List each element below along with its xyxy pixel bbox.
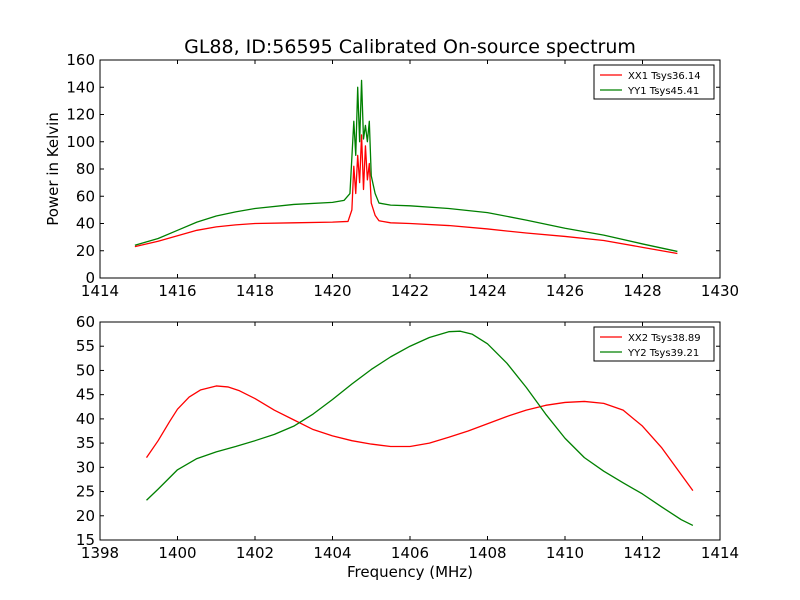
top-y-tick-label: 80 bbox=[76, 160, 95, 178]
top-legend: XX1 Tsys36.14 YY1 Tsys45.41 bbox=[593, 64, 715, 100]
y-axis-label: Power in Kelvin bbox=[44, 112, 62, 226]
top-series-line-1 bbox=[134, 134, 678, 255]
bottom-y-tick-label: 25 bbox=[76, 483, 95, 501]
bottom-x-tick-label: 1398 bbox=[81, 544, 119, 562]
bottom-legend-box bbox=[593, 326, 715, 362]
bottom-y-tick-label: 15 bbox=[76, 531, 95, 549]
bottom-x-tick-label: 1402 bbox=[236, 544, 274, 562]
top-x-tick-label: 1424 bbox=[468, 282, 506, 300]
bottom-x-tick-label: 1406 bbox=[391, 544, 429, 562]
top-x-tick-label: 1426 bbox=[546, 282, 584, 300]
top-x-tick-label: 1416 bbox=[158, 282, 196, 300]
top-y-tick-label: 120 bbox=[66, 106, 95, 124]
bottom-y-tick-label: 60 bbox=[76, 313, 95, 331]
top-spectrum-panel: 1414 1416 1418 1420 1422 1424 1426 1428 1430 0 20 4… bbox=[66, 51, 739, 300]
x-axis-label: Frequency (MHz) bbox=[347, 563, 473, 581]
bottom-y-tick-label: 30 bbox=[76, 458, 95, 476]
bottom-y-tick-label: 45 bbox=[76, 386, 95, 404]
top-legend-label: XX1 Tsys36.14 bbox=[628, 71, 701, 82]
top-x-tick-label: 1428 bbox=[623, 282, 661, 300]
bottom-x-tick-label: 1404 bbox=[313, 544, 351, 562]
bottom-x-tick-label: 1414 bbox=[701, 544, 739, 562]
bottom-y-tick-label: 50 bbox=[76, 361, 95, 379]
bottom-x-tick-label: 1412 bbox=[623, 544, 661, 562]
figure-title: GL88, ID:56595 Calibrated On-source spec… bbox=[184, 36, 636, 58]
bottom-x-tick-label: 1400 bbox=[158, 544, 196, 562]
top-y-tick-label: 100 bbox=[66, 133, 95, 151]
top-y-tick-label: 0 bbox=[85, 269, 95, 287]
top-y-tick-label: 40 bbox=[76, 215, 95, 233]
top-legend-label: YY1 Tsys45.41 bbox=[627, 86, 699, 97]
bottom-y-tick-label: 55 bbox=[76, 337, 95, 355]
top-y-tick-label: 60 bbox=[76, 187, 95, 205]
bottom-y-tick-label: 20 bbox=[76, 507, 95, 525]
top-y-tick-label: 140 bbox=[66, 78, 95, 96]
bottom-x-tick-label: 1408 bbox=[468, 544, 506, 562]
bottom-legend: XX2 Tsys38.89 YY2 Tsys39.21 bbox=[593, 326, 715, 362]
bottom-legend-label: YY2 Tsys39.21 bbox=[627, 348, 699, 359]
top-y-tick-label: 20 bbox=[76, 242, 95, 260]
top-series-line-2 bbox=[134, 79, 678, 253]
top-x-tick-label: 1418 bbox=[236, 282, 274, 300]
bottom-y-tick-label: 40 bbox=[76, 410, 95, 428]
top-x-tick-label: 1420 bbox=[313, 282, 351, 300]
top-legend-box bbox=[593, 64, 715, 100]
top-x-tick-label: 1430 bbox=[701, 282, 739, 300]
top-x-tick-label: 1422 bbox=[391, 282, 429, 300]
bottom-series-line-2 bbox=[146, 330, 694, 527]
top-y-tick-label: 160 bbox=[66, 51, 95, 69]
bottom-spectrum-panel: 1398 1400 1402 1404 1406 1408 1410 1412 1414 15 20… bbox=[76, 313, 739, 562]
bottom-x-tick-label: 1410 bbox=[546, 544, 584, 562]
top-x-tick-label: 1414 bbox=[81, 282, 119, 300]
bottom-series-line-1 bbox=[145, 385, 694, 491]
bottom-y-tick-label: 35 bbox=[76, 434, 95, 452]
bottom-legend-label: XX2 Tsys38.89 bbox=[628, 333, 701, 344]
